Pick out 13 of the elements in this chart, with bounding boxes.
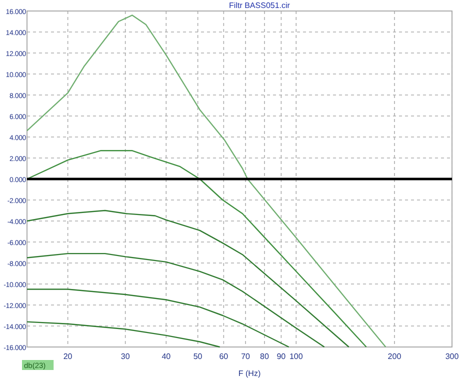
x-tick-label: 300 xyxy=(445,352,460,361)
x-tick-label: 30 xyxy=(120,352,130,361)
x-tick-label: 60 xyxy=(219,352,229,361)
x-tick-label: 200 xyxy=(388,352,402,361)
x-tick-label: 50 xyxy=(193,352,203,361)
x-tick-label: 40 xyxy=(162,352,172,361)
x-tick-label: 90 xyxy=(276,352,286,361)
x-tick-label: 80 xyxy=(260,352,270,361)
x-axis-title: F (Hz) xyxy=(238,369,261,378)
x-tick-label: 70 xyxy=(241,352,251,361)
x-tick-label: 20 xyxy=(63,352,73,361)
x-tick-label: 100 xyxy=(289,352,304,361)
chart-title: Filtr BASS051.cir xyxy=(229,1,290,10)
